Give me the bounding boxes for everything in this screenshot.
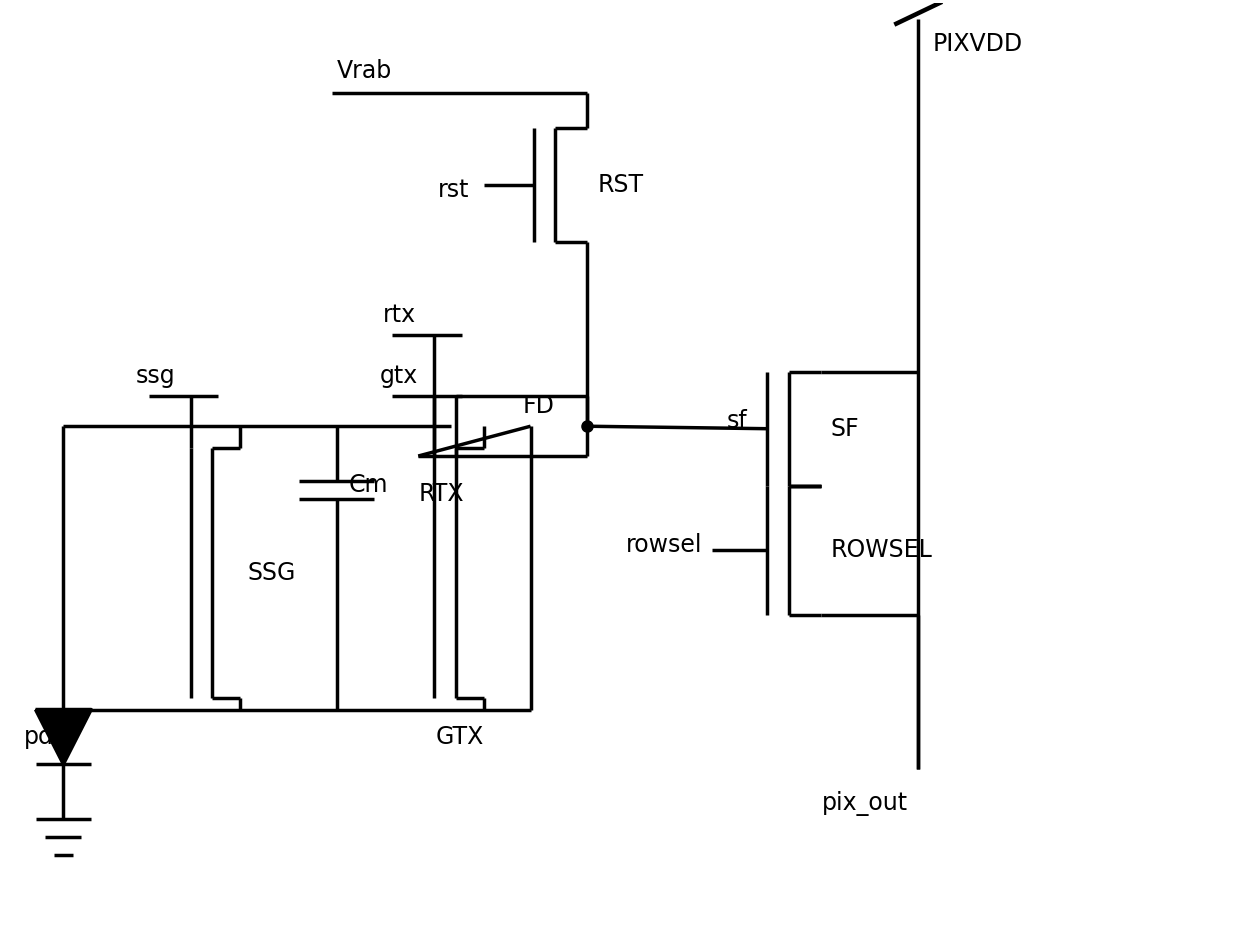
Text: rtx: rtx <box>383 303 415 327</box>
Text: sf: sf <box>727 408 748 432</box>
Text: GTX: GTX <box>436 725 485 749</box>
Text: Vrab: Vrab <box>337 59 392 83</box>
Text: SF: SF <box>831 417 859 441</box>
Text: RST: RST <box>598 173 644 197</box>
Text: gtx: gtx <box>381 365 418 388</box>
Text: ROWSEL: ROWSEL <box>831 539 932 562</box>
Text: ssg: ssg <box>136 365 176 388</box>
Text: pix_out: pix_out <box>822 792 908 817</box>
Text: rst: rst <box>438 178 469 202</box>
Text: RTX: RTX <box>418 482 464 506</box>
Text: SSG: SSG <box>247 561 295 585</box>
Text: PIXVDD: PIXVDD <box>934 32 1023 56</box>
Text: rowsel: rowsel <box>626 532 703 557</box>
Text: FD: FD <box>522 394 554 419</box>
Text: pd: pd <box>24 725 53 749</box>
Text: Cm: Cm <box>348 473 388 497</box>
Polygon shape <box>36 709 92 764</box>
